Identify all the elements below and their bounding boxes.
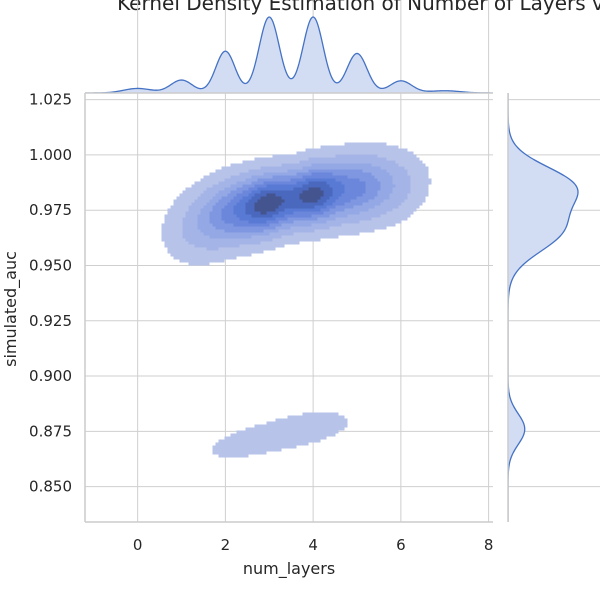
- x-tick-label: 4: [308, 536, 318, 554]
- right-marginal-fill: [508, 93, 578, 522]
- y-tick-label: 0.925: [29, 312, 72, 330]
- contour-level-8: [254, 187, 324, 215]
- y-axis-label: simulated_auc: [1, 251, 21, 367]
- y-tick-label: 0.975: [29, 201, 72, 219]
- chart-title: Kernel Density Estimation of Number of L…: [117, 0, 600, 15]
- y-tick-label: 0.950: [29, 256, 72, 274]
- y-tick-labels: 0.850 0.875 0.900 0.925 0.950 0.975 1.00…: [29, 91, 72, 496]
- right-marginal-kde: [508, 93, 579, 522]
- x-tick-label: 6: [396, 536, 406, 554]
- right-marginal-grid: [508, 99, 600, 488]
- y-tick-label: 1.000: [29, 146, 72, 164]
- x-tick-label: 8: [484, 536, 494, 554]
- top-marginal-line: [85, 16, 493, 93]
- y-tick-label: 0.900: [29, 367, 72, 385]
- x-tick-labels: 0 2 4 6 8: [133, 536, 494, 554]
- y-tick-label: 0.875: [29, 422, 72, 440]
- top-marginal-kde: [85, 16, 493, 93]
- x-axis-label: num_layers: [243, 559, 335, 579]
- x-tick-label: 0: [133, 536, 143, 554]
- top-marginal-fill: [85, 17, 493, 93]
- y-tick-label: 1.025: [29, 91, 72, 109]
- joint-kde-contours: [161, 142, 432, 458]
- x-tick-label: 2: [221, 536, 231, 554]
- y-tick-label: 0.850: [29, 478, 72, 496]
